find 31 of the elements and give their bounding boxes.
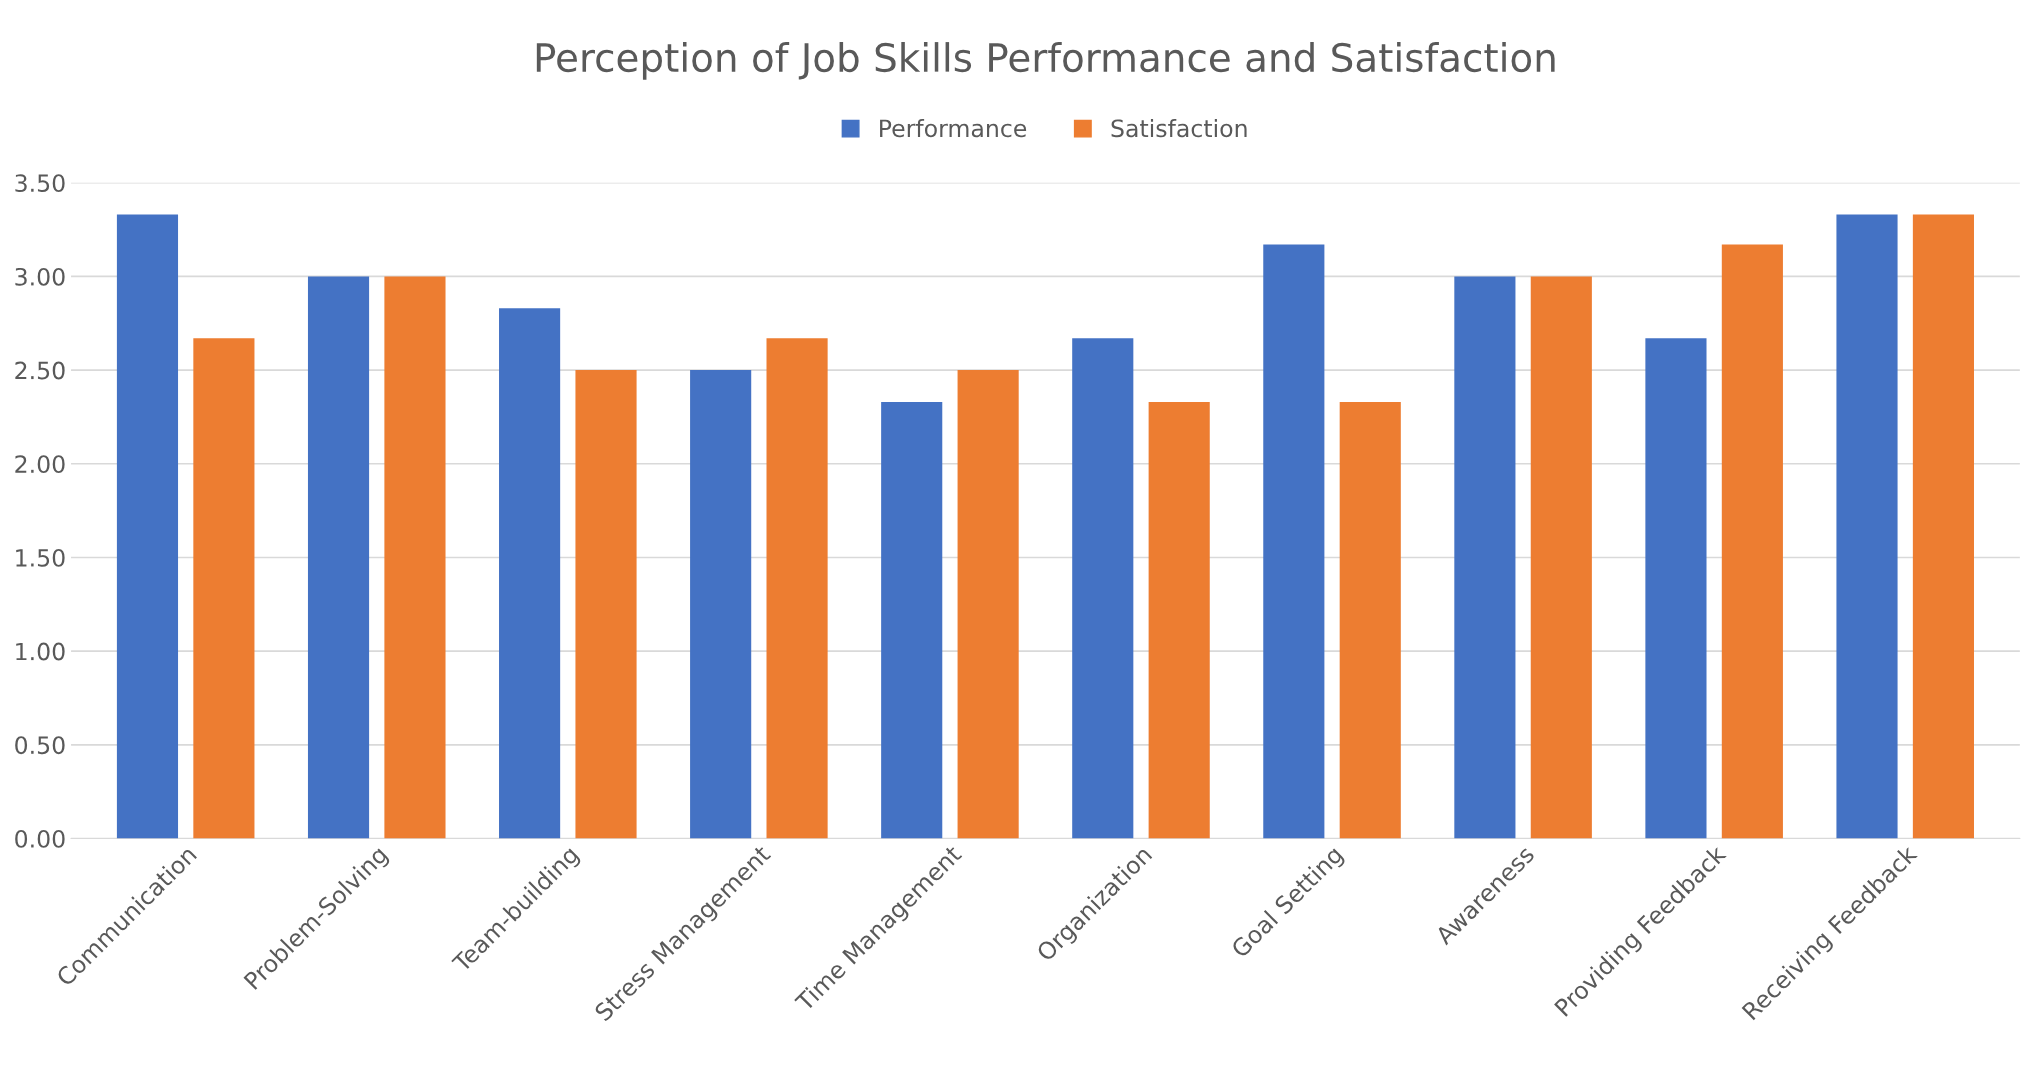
y-tick-label: 3.50 [15,174,65,193]
bar [1148,401,1210,839]
bar [384,276,446,839]
bar [690,370,752,839]
bar [116,214,179,839]
y-tick-label: 0.00 [15,829,65,848]
bar [1454,276,1516,839]
y-tick-label: 1.50 [16,548,65,567]
legend-label: Performance [880,118,1027,138]
bar [957,370,1019,839]
y-tick-label: 3.00 [15,267,65,286]
bar [1263,244,1325,839]
bar [575,370,637,839]
bar [1072,338,1134,839]
bar [1645,338,1707,839]
bar [1530,276,1592,839]
legend-label: Satisfaction [1111,118,1247,138]
bar [193,338,255,839]
bar [766,338,828,839]
bar [1836,214,1898,839]
bar [1721,244,1783,839]
bar [1912,214,1974,839]
bar [499,308,561,839]
bar [881,401,943,839]
bar [1339,401,1401,839]
chart-title: Perception of Job Skills Performance and Satisfaction [536,42,1555,80]
y-tick-label: 0.50 [15,736,65,755]
y-tick-label: 2.00 [15,455,65,474]
y-tick-label: 2.50 [15,361,65,380]
y-tick-label: 1.00 [16,642,65,661]
bar [307,276,370,839]
